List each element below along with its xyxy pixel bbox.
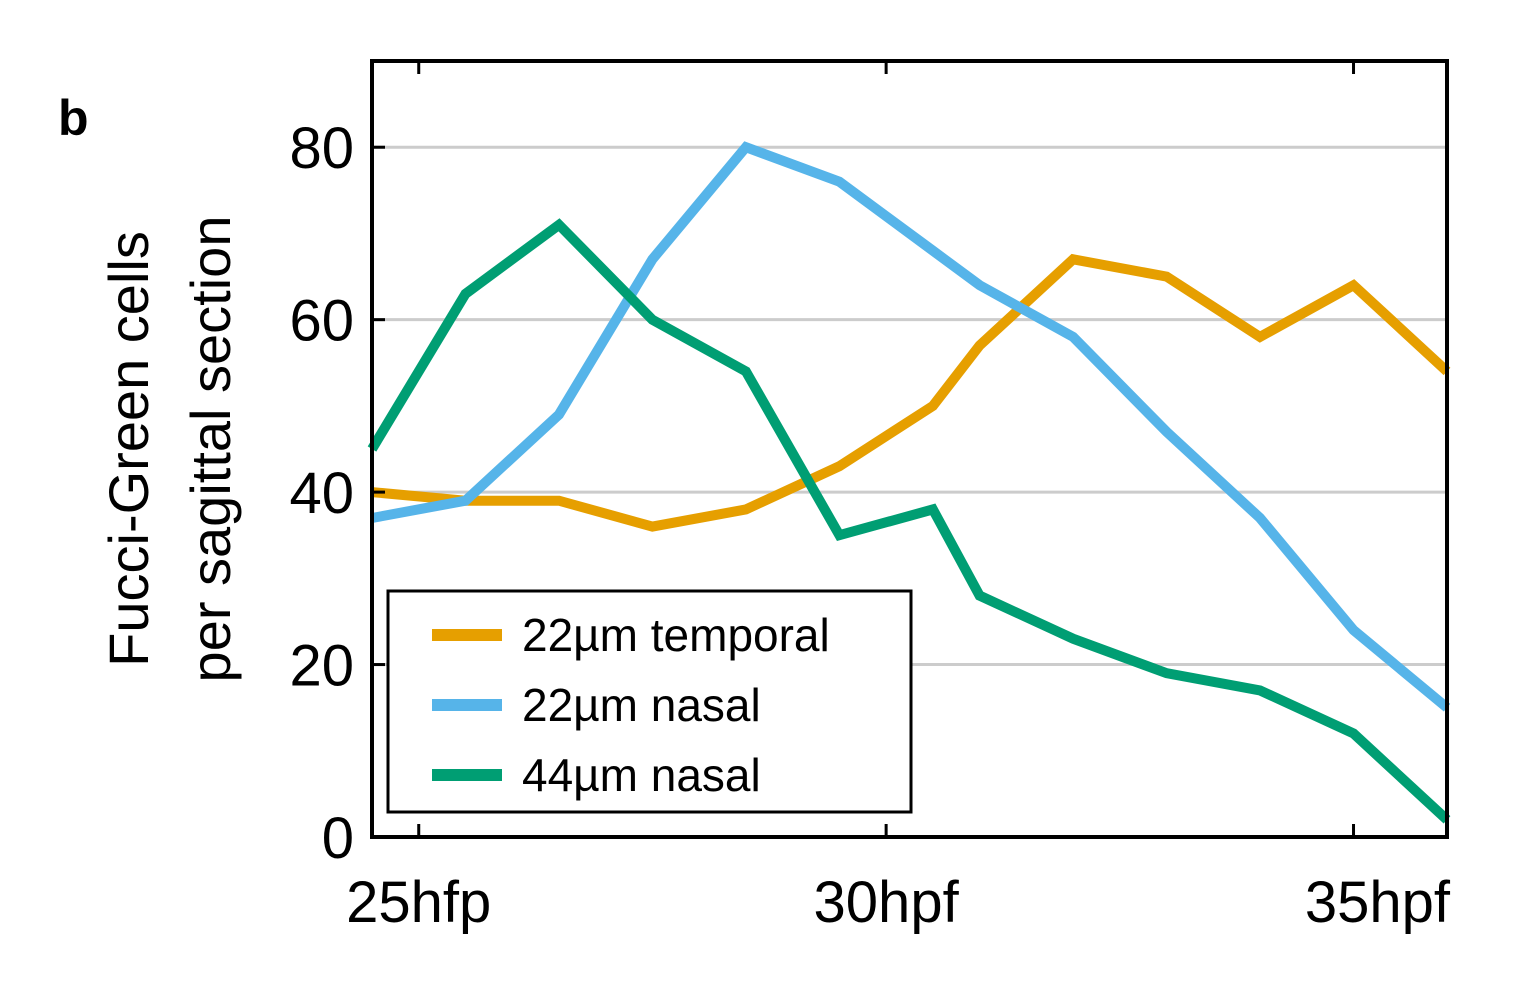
panel-letter: b (58, 90, 89, 146)
plot-frame (370, 59, 1449, 839)
y-axis-title-line-2: per sagittal section (179, 216, 242, 683)
y-axis-title-line-1: Fucci-Green cells (97, 231, 160, 667)
y-tick-label: 0 (322, 806, 354, 871)
x-tick-label: 35hpf (1305, 870, 1451, 935)
axis-ticks: 0 20 40 60 80 25hfp 30hpf 35hpf (289, 61, 1451, 935)
series-line-2 (371, 141, 1451, 712)
series-lines (367, 141, 1451, 824)
y-axis-title: Fucci-Green cells per sagittal section (97, 216, 242, 683)
legend-label: 44µm nasal (522, 749, 761, 801)
gridlines (372, 145, 1447, 667)
legend: 22µm temporal 22µm nasal 44µm nasal (386, 589, 913, 814)
x-tick-label: 25hfp (346, 870, 491, 935)
y-tick-label: 60 (289, 289, 354, 354)
y-tick-label: 40 (289, 461, 354, 526)
x-tick-label: 30hpf (814, 870, 960, 935)
series-line-1 (371, 253, 1451, 532)
legend-label: 22µm temporal (522, 609, 830, 661)
series-line-3 (367, 218, 1451, 824)
y-tick-label: 20 (289, 634, 354, 699)
y-tick-label: 80 (289, 116, 354, 181)
legend-label: 22µm nasal (522, 679, 761, 731)
